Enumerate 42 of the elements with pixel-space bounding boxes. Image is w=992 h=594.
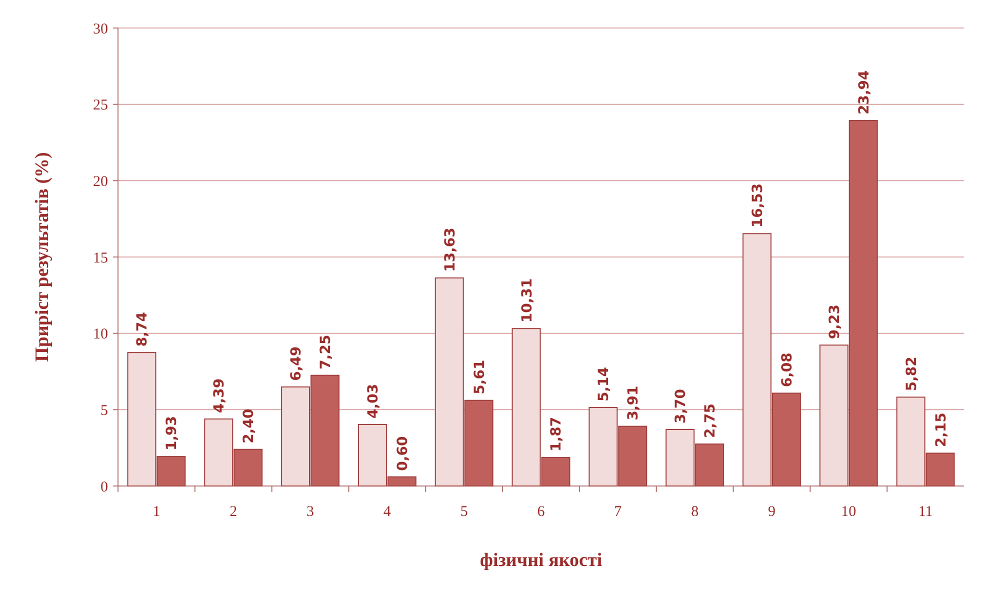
x-tick-label: 9 — [768, 504, 776, 520]
data-label: 1,93 — [164, 416, 180, 451]
data-label: 5,14 — [596, 366, 612, 402]
data-label: 0,60 — [394, 436, 411, 471]
data-label: 6,08 — [779, 352, 796, 388]
data-label: 4,03 — [365, 384, 382, 418]
data-label: 7,25 — [318, 334, 334, 370]
x-tick-label: 1 — [152, 504, 160, 520]
x-tick-label: 2 — [230, 504, 238, 520]
data-label: 2,40 — [241, 408, 258, 444]
x-tick-label: 11 — [918, 504, 933, 520]
x-tick-label: 10 — [841, 504, 856, 520]
data-label: 5,61 — [472, 360, 488, 394]
data-label: 10,31 — [519, 278, 536, 323]
x-tick-label: 3 — [306, 504, 314, 520]
data-label: 2,15 — [933, 412, 950, 448]
x-tick-label: 8 — [691, 504, 699, 520]
data-label: 3,91 — [626, 386, 642, 420]
data-label: 13,63 — [442, 228, 458, 272]
y-tick-label: 5 — [100, 402, 108, 419]
x-tick-label: 4 — [383, 504, 392, 520]
data-label: 16,53 — [750, 183, 766, 228]
data-label: 6,49 — [288, 346, 305, 381]
x-tick-label: 6 — [537, 504, 546, 520]
y-axis-title: Приріст результатів (%) — [32, 152, 53, 362]
y-tick-label: 15 — [93, 250, 108, 266]
y-tick-label: 30 — [93, 21, 108, 38]
data-label: 9,23 — [826, 304, 843, 340]
data-label: 4,39 — [212, 378, 228, 413]
data-label: 1,87 — [548, 416, 565, 452]
x-tick-label: 5 — [460, 504, 468, 520]
y-tick-label: 20 — [93, 174, 108, 190]
data-label: 8,74 — [134, 312, 151, 347]
data-label: 3,70 — [673, 388, 690, 424]
y-tick-label: 10 — [93, 326, 108, 343]
y-tick-label: 25 — [93, 98, 108, 114]
x-tick-label: 7 — [614, 504, 622, 520]
data-label: 5,82 — [904, 356, 920, 392]
data-label: 23,94 — [856, 70, 872, 115]
data-label: 2,75 — [702, 403, 719, 438]
y-tick-label: 0 — [100, 479, 108, 496]
x-axis-title: фізичні якості — [480, 550, 602, 571]
